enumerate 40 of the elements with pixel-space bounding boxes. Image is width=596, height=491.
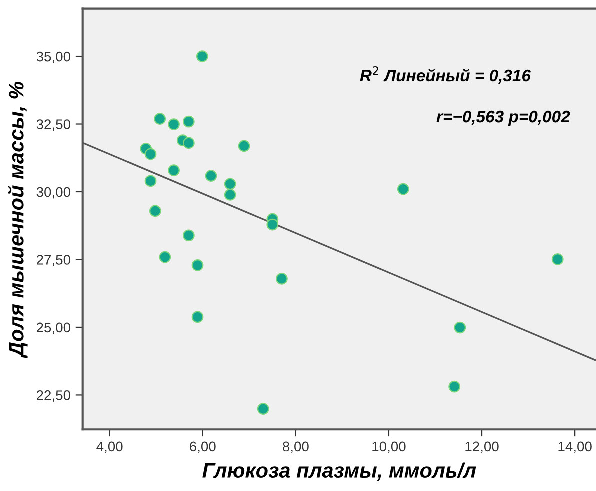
point bbox=[144, 175, 157, 188]
y-tick-label: 27,50 bbox=[36, 255, 70, 267]
x-tick-label: 8,00 bbox=[283, 442, 309, 454]
point bbox=[192, 311, 204, 324]
x-tick-label: 6,00 bbox=[190, 442, 216, 454]
y-axis-title: Доля мышечной массы, % bbox=[8, 82, 28, 359]
x-tick-label: 4,00 bbox=[96, 442, 123, 454]
point bbox=[182, 137, 195, 150]
y-tick-label: 25,00 bbox=[36, 322, 70, 334]
annotation: R$^{2}$ Линейный = 0,316 bbox=[360, 66, 532, 84]
point bbox=[397, 183, 410, 196]
point bbox=[448, 380, 460, 393]
x-axis-title: Глюкоза плазмы, ммоль/л bbox=[202, 462, 476, 482]
point bbox=[149, 205, 162, 218]
point bbox=[182, 230, 195, 242]
point bbox=[205, 170, 218, 182]
y-tick-label: 30,00 bbox=[36, 187, 70, 199]
point bbox=[192, 259, 204, 272]
point bbox=[182, 116, 195, 128]
x-tick-label: 10,00 bbox=[372, 442, 406, 454]
point bbox=[266, 218, 279, 231]
point bbox=[454, 322, 466, 334]
point bbox=[224, 189, 236, 201]
point bbox=[552, 254, 564, 266]
y-tick-label: 32,50 bbox=[36, 120, 70, 132]
point bbox=[224, 178, 236, 190]
x-tick-label: 14,00 bbox=[558, 442, 592, 454]
point bbox=[276, 273, 288, 285]
point bbox=[144, 148, 157, 160]
point bbox=[257, 403, 270, 415]
x-tick-label: 12,00 bbox=[466, 442, 499, 454]
point bbox=[159, 251, 172, 264]
y-tick-label: 22,50 bbox=[36, 390, 70, 402]
point bbox=[154, 113, 166, 126]
point bbox=[168, 118, 180, 130]
y-tick-label: 35,00 bbox=[36, 52, 70, 64]
point bbox=[196, 50, 208, 62]
point bbox=[238, 140, 250, 152]
annotation: r=−0,563 p=0,002 bbox=[436, 110, 570, 126]
point bbox=[168, 164, 180, 177]
